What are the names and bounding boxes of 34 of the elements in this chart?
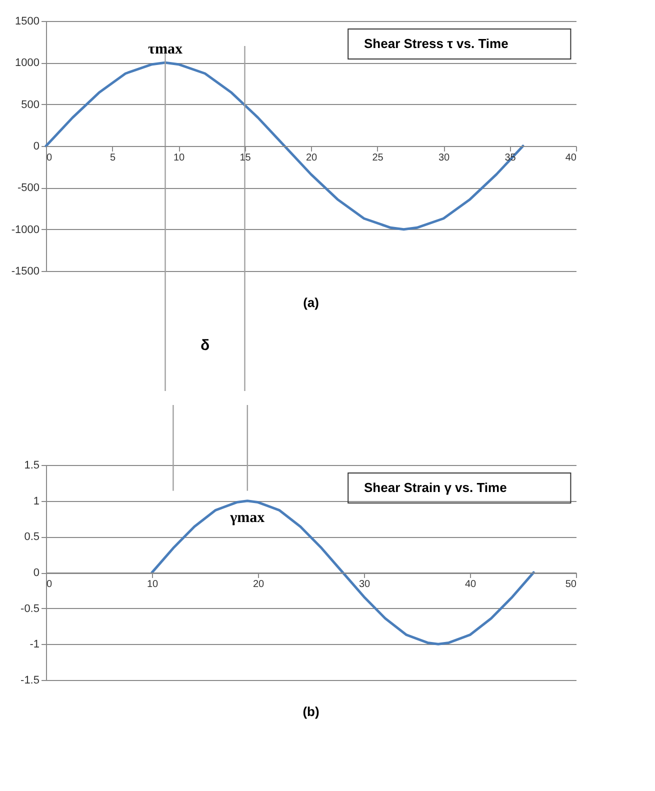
x-tick-label: 25 [372, 152, 384, 164]
y-tick-label: -1 [30, 638, 40, 651]
text: (a) [303, 295, 319, 310]
annotation: τmax [148, 42, 183, 58]
y-tick-label: 1500 [15, 16, 40, 28]
x-tick-label: 30 [358, 579, 370, 590]
y-tick-label: 0 [33, 567, 40, 579]
y-tick-label: -1500 [11, 266, 40, 278]
x-tick-label: 15 [240, 152, 252, 164]
line-series [44, 61, 524, 231]
annotation: γmax [229, 510, 266, 526]
y-tick-label: 0 [33, 140, 40, 152]
x-tick-label: 20 [306, 152, 318, 164]
y-tick-label: -500 [17, 182, 40, 194]
x-tick-label: 40 [464, 579, 476, 590]
x-tick-label: 10 [173, 152, 185, 164]
y-tick-label: -1000 [11, 224, 40, 236]
x-tick-label: 30 [438, 152, 450, 164]
y-tick-label: 0.5 [24, 531, 40, 544]
text: Shear Strain γ vs. Time [364, 480, 507, 495]
y-tick-label: 1 [33, 495, 40, 508]
x-tick-label: 5 [110, 152, 116, 164]
y-tick-label: 1000 [15, 57, 40, 70]
text: δ [200, 337, 210, 354]
y-tick-label: -1.5 [20, 674, 40, 686]
x-tick-label: 10 [146, 579, 158, 590]
y-tick-label: 1.5 [24, 460, 40, 472]
y-tick-label: -0.5 [20, 602, 40, 615]
text: Shear Stress τ vs. Time [364, 36, 508, 51]
y-tick-label: 500 [21, 98, 40, 111]
x-tick-label: 40 [565, 152, 577, 164]
x-tick-label: 50 [565, 579, 577, 590]
x-tick-label: 20 [252, 579, 264, 590]
text: (b) [302, 704, 320, 719]
